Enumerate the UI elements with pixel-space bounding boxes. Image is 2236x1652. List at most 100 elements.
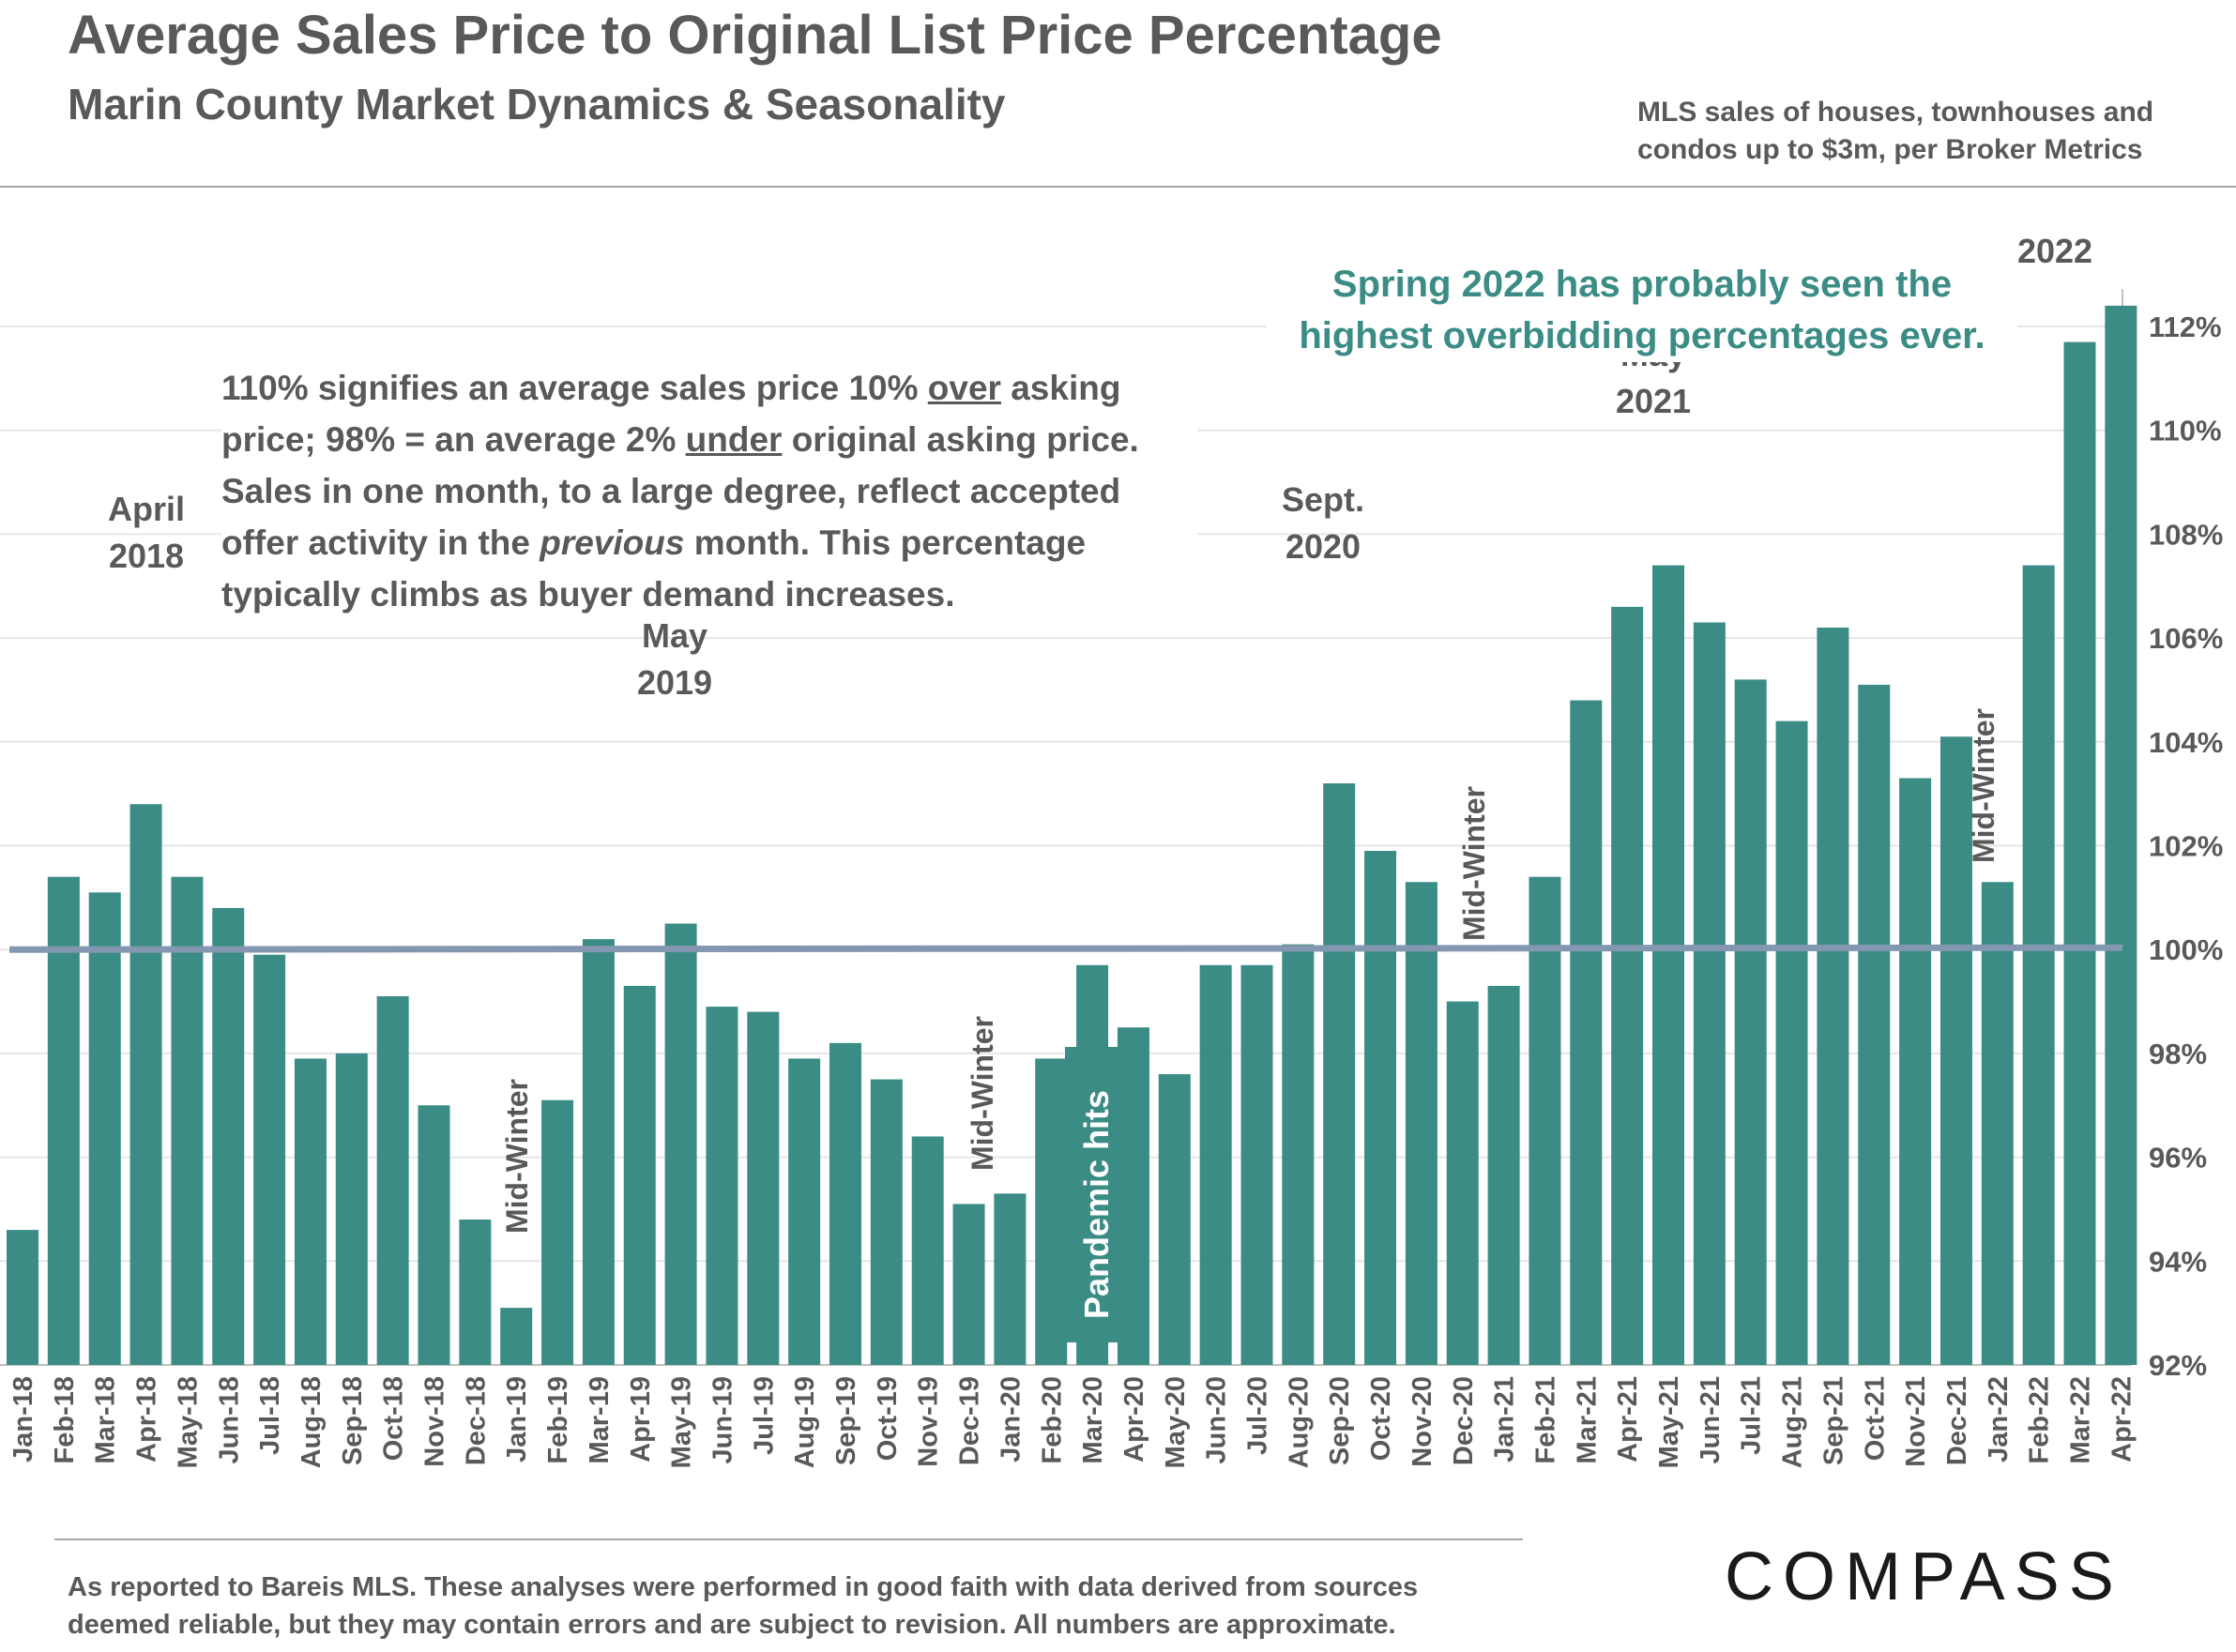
y-tick-label: 108% — [2149, 518, 2223, 551]
disclaimer-line-1: As reported to Bareis MLS. These analyse… — [68, 1572, 1419, 1602]
callout-line-2: highest overbidding percentages ever. — [1299, 315, 1985, 356]
bar-oct-20 — [1364, 851, 1397, 1365]
mid-winter-annotation: Mid-Winter — [1457, 786, 1491, 941]
bar-jan-21 — [1487, 985, 1520, 1365]
bar-may-20 — [1158, 1074, 1191, 1365]
bar-aug-21 — [1775, 720, 1808, 1365]
annotation-label: 2018 — [109, 537, 184, 575]
note-line-1: 110% signifies an average sales price 10… — [221, 369, 1121, 407]
y-tick-label: 92% — [2149, 1349, 2207, 1382]
bar-mar-21 — [1570, 700, 1603, 1365]
callout-line-1: Spring 2022 has probably seen the — [1331, 264, 1953, 305]
y-tick-label: 96% — [2149, 1142, 2207, 1175]
x-tick-label: Feb-18 — [50, 1376, 80, 1463]
bar-mar-18 — [88, 892, 121, 1365]
source-line-1: MLS sales of houses, townhouses and — [1637, 97, 2154, 128]
x-tick-label: Feb-19 — [543, 1376, 573, 1463]
x-tick-label: Jun-21 — [1696, 1376, 1726, 1463]
bar-jun-21 — [1693, 622, 1726, 1365]
y-tick-label: 100% — [2149, 933, 2223, 966]
bar-aug-20 — [1282, 944, 1315, 1365]
bar-feb-18 — [47, 876, 80, 1365]
spring-2022-callout: Spring 2022 has probably seen the highes… — [1267, 259, 2017, 362]
y-tick-label: 94% — [2149, 1245, 2207, 1278]
chart-title: Average Sales Price to Original List Pri… — [68, 5, 1442, 66]
x-tick-label: Nov-21 — [1901, 1376, 1931, 1467]
bar-jan-19 — [500, 1308, 533, 1365]
annotation-label: 2020 — [1285, 527, 1361, 566]
x-tick-label: Apr-21 — [1613, 1376, 1643, 1463]
x-tick-label: Oct-20 — [1366, 1376, 1396, 1461]
x-tick-label: Aug-20 — [1284, 1376, 1314, 1468]
bar-sep-21 — [1817, 628, 1849, 1365]
bar-jan-18 — [7, 1230, 38, 1365]
x-tick-label: Mar-21 — [1572, 1376, 1602, 1464]
x-tick-label: May-21 — [1654, 1376, 1684, 1468]
x-tick-label: Aug-18 — [297, 1376, 327, 1468]
bar-chart: 92% 94% 96% 98% 100% 102% 104% 106% 108% 110% 112%… — [0, 232, 2223, 1468]
disclaimer: As reported to Bareis MLS. These analyse… — [68, 1569, 1418, 1644]
bar-dec-21 — [1939, 736, 1972, 1365]
disclaimer-line-2: deemed reliable, but they may contain er… — [68, 1610, 1396, 1640]
annotation-label: 2019 — [637, 663, 712, 702]
x-tick-label: Jun-18 — [214, 1376, 244, 1463]
bar-jun-20 — [1199, 964, 1232, 1365]
x-tick-label: Nov-20 — [1407, 1376, 1437, 1467]
y-tick-label: 106% — [2149, 622, 2223, 655]
x-tick-label: Jan-22 — [1984, 1376, 2014, 1463]
x-tick-label: Jan-21 — [1490, 1376, 1520, 1463]
bar-dec-18 — [459, 1220, 492, 1365]
bar-feb-20 — [1035, 1058, 1068, 1365]
x-tick-label: Dec-21 — [1942, 1376, 1972, 1465]
bar-feb-19 — [541, 1099, 574, 1365]
x-tick-label: Jan-19 — [502, 1376, 532, 1463]
x-tick-label: Mar-19 — [585, 1376, 615, 1464]
bar-may-18 — [171, 876, 204, 1365]
x-tick-label: Dec-19 — [955, 1376, 985, 1465]
bar-sep-20 — [1323, 783, 1356, 1365]
annotation-label: May — [642, 616, 707, 655]
x-tick-label: Feb-21 — [1530, 1376, 1560, 1463]
mid-winter-annotation: Mid-Winter — [966, 1016, 999, 1171]
x-tick-label: Sep-21 — [1818, 1376, 1848, 1465]
x-tick-label: Feb-20 — [1037, 1376, 1067, 1463]
y-tick-label: 98% — [2149, 1038, 2207, 1070]
bar-apr-21 — [1611, 606, 1644, 1365]
bar-apr-19 — [623, 985, 656, 1365]
reference-line-100 — [8, 944, 2123, 953]
x-tick-label: Dec-20 — [1449, 1376, 1479, 1465]
annotation-label: Sept. — [1282, 480, 1364, 519]
bar-dec-19 — [952, 1204, 985, 1365]
bar-oct-21 — [1858, 684, 1891, 1365]
pandemic-annotation: Pandemic hits — [1077, 1090, 1116, 1319]
bar-jan-22 — [1981, 882, 2014, 1365]
mid-winter-annotation: Mid-Winter — [500, 1079, 534, 1234]
x-tick-label: Nov-19 — [914, 1376, 944, 1467]
bar-jun-19 — [706, 1007, 738, 1365]
x-tick-label: Jul-20 — [1243, 1376, 1273, 1455]
bar-feb-21 — [1529, 876, 1561, 1365]
x-tick-label: Jan-20 — [996, 1376, 1026, 1463]
bar-may-19 — [664, 923, 697, 1365]
x-tick-label: Mar-22 — [2066, 1376, 2096, 1464]
pandemic-label-backdrop — [1065, 1047, 1146, 1342]
bar-mar-22 — [2063, 341, 2096, 1365]
x-tick-label: Dec-18 — [461, 1376, 491, 1465]
bar-apr-18 — [129, 804, 162, 1365]
x-tick-label: Nov-18 — [420, 1376, 450, 1467]
x-tick-label: Jan-18 — [8, 1376, 38, 1463]
x-tick-label: Jul-19 — [749, 1376, 779, 1455]
x-tick-label: Oct-18 — [379, 1376, 409, 1461]
bar-sep-19 — [829, 1042, 861, 1365]
bar-jul-21 — [1734, 679, 1767, 1365]
x-tick-label: May-18 — [173, 1376, 203, 1468]
bar-dec-20 — [1446, 1001, 1479, 1365]
bar-nov-20 — [1405, 882, 1437, 1365]
x-tick-label: Sep-20 — [1325, 1376, 1355, 1465]
source-line-2: condos up to $3m, per Broker Metrics — [1637, 134, 2143, 165]
y-tick-label: 104% — [2149, 726, 2223, 759]
bar-apr-22 — [2105, 305, 2137, 1365]
bar-oct-18 — [376, 996, 409, 1365]
bar-oct-19 — [870, 1079, 903, 1365]
y-tick-label: 110% — [2149, 415, 2222, 447]
